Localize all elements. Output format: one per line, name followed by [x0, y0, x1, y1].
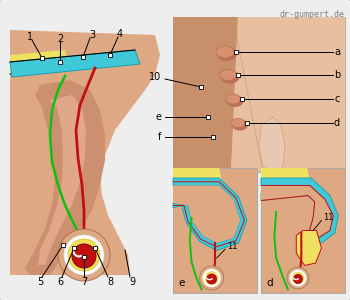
Text: e: e	[178, 278, 184, 288]
Polygon shape	[38, 95, 86, 265]
Bar	[173, 168, 257, 293]
Text: 10: 10	[149, 72, 161, 82]
Circle shape	[289, 270, 306, 286]
Text: 2: 2	[57, 34, 63, 44]
Text: d: d	[266, 278, 273, 288]
Circle shape	[199, 266, 224, 290]
Polygon shape	[173, 168, 223, 193]
Circle shape	[64, 235, 104, 275]
Polygon shape	[173, 178, 247, 250]
Circle shape	[72, 244, 96, 268]
Polygon shape	[25, 80, 105, 275]
Text: d: d	[334, 118, 340, 128]
Text: c: c	[334, 94, 340, 104]
Text: 1: 1	[27, 32, 33, 42]
Polygon shape	[296, 230, 322, 266]
Polygon shape	[259, 117, 285, 172]
Ellipse shape	[225, 94, 240, 104]
Circle shape	[68, 239, 100, 271]
Text: a: a	[334, 47, 340, 57]
Text: 7: 7	[81, 277, 87, 287]
Circle shape	[293, 274, 303, 284]
Circle shape	[206, 274, 217, 284]
Ellipse shape	[220, 70, 239, 83]
Polygon shape	[10, 30, 160, 275]
Ellipse shape	[226, 95, 244, 107]
Circle shape	[287, 267, 309, 289]
Circle shape	[205, 271, 218, 285]
Polygon shape	[10, 50, 68, 75]
Bar	[173, 17, 345, 172]
Bar	[261, 168, 345, 293]
Ellipse shape	[232, 119, 248, 130]
Polygon shape	[261, 168, 312, 193]
Polygon shape	[261, 185, 333, 238]
Text: 8: 8	[107, 277, 113, 287]
Polygon shape	[173, 17, 238, 172]
Ellipse shape	[231, 118, 245, 127]
Text: 4: 4	[117, 29, 123, 39]
Text: 11: 11	[227, 242, 237, 251]
Polygon shape	[173, 185, 240, 243]
Text: 6: 6	[57, 277, 63, 287]
Polygon shape	[10, 50, 140, 77]
Ellipse shape	[216, 46, 234, 58]
Text: 3: 3	[89, 30, 95, 40]
Text: dr-gumpert.de: dr-gumpert.de	[279, 10, 344, 19]
Text: 5: 5	[37, 277, 43, 287]
Text: f: f	[158, 132, 161, 142]
Text: e: e	[155, 112, 161, 122]
Circle shape	[202, 269, 221, 287]
Polygon shape	[231, 17, 345, 172]
Ellipse shape	[217, 47, 237, 61]
Ellipse shape	[219, 70, 237, 80]
Text: 11: 11	[323, 214, 334, 223]
Text: b: b	[334, 70, 340, 80]
Polygon shape	[261, 178, 338, 243]
Circle shape	[58, 229, 110, 281]
Circle shape	[292, 272, 304, 284]
Text: 9: 9	[129, 277, 135, 287]
